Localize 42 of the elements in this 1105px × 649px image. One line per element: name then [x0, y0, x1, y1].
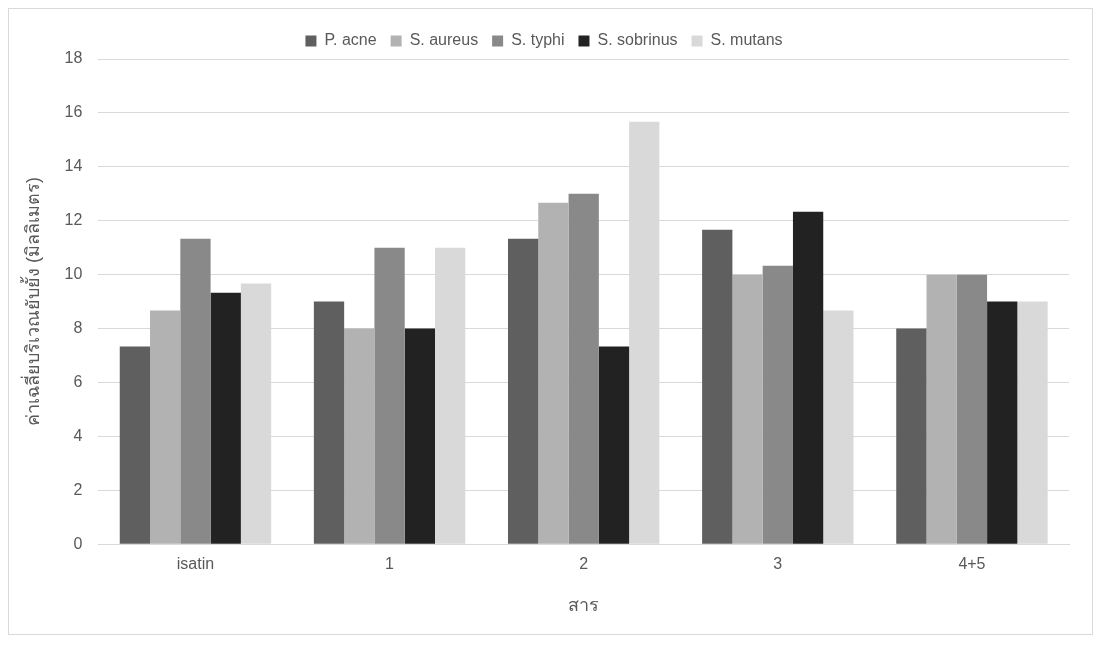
- bar: [896, 328, 927, 544]
- bar: [598, 346, 630, 544]
- y-tick-label: 18: [64, 49, 83, 67]
- x-tick-label: 3: [773, 555, 783, 573]
- bar: [404, 328, 435, 544]
- y-tick-label: 10: [64, 265, 83, 283]
- x-axis-title: สาร: [568, 595, 600, 616]
- x-tick-label: isatin: [176, 555, 215, 573]
- legend-label: S. sobrinus: [597, 31, 678, 49]
- bar: [538, 202, 569, 544]
- bar: [987, 301, 1018, 544]
- legend-label: P. acne: [324, 31, 377, 49]
- bar: [568, 193, 599, 544]
- y-tick-label: 4: [73, 426, 83, 444]
- bar: [762, 265, 793, 544]
- y-tick-label: 8: [73, 318, 83, 336]
- bar: [374, 247, 405, 544]
- bar: [507, 238, 539, 544]
- legend-label: S. mutans: [710, 31, 783, 49]
- bar: [180, 238, 211, 544]
- bar: [313, 301, 345, 544]
- legend-label: S. typhi: [511, 31, 565, 49]
- bar: [956, 274, 988, 544]
- x-tick-label: 1: [385, 555, 395, 573]
- bar: [732, 274, 763, 544]
- bar: [792, 211, 824, 544]
- bar: [150, 310, 181, 544]
- y-tick-label: 16: [64, 103, 83, 121]
- x-tick-label: 4+5: [958, 555, 986, 573]
- bar: [119, 346, 151, 544]
- y-tick-label: 14: [64, 157, 83, 175]
- legend-label: S. aureus: [409, 31, 479, 49]
- y-tick-label: 2: [73, 480, 83, 498]
- bar: [702, 229, 733, 544]
- bar: [210, 292, 241, 544]
- y-axis-title: ค่าเฉลี่ยบริเวณยับยั้ง (มิลลิเมตร): [19, 177, 43, 427]
- bar: [926, 274, 957, 544]
- x-tick-label: 2: [579, 555, 589, 573]
- y-tick-label: 12: [64, 211, 83, 229]
- bar: [344, 328, 375, 544]
- y-tick-label: 0: [73, 534, 83, 552]
- y-tick-label: 6: [73, 372, 83, 390]
